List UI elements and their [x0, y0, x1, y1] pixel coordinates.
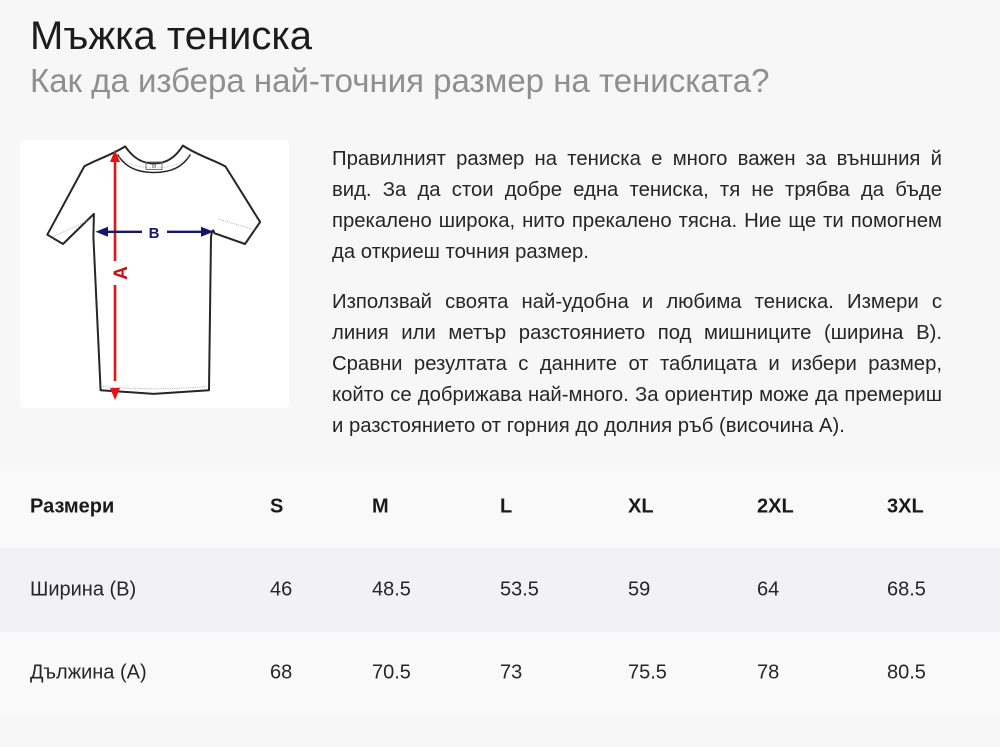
svg-text:M: M — [152, 164, 157, 170]
svg-text:A: A — [111, 266, 132, 280]
svg-text:B: B — [149, 225, 160, 242]
